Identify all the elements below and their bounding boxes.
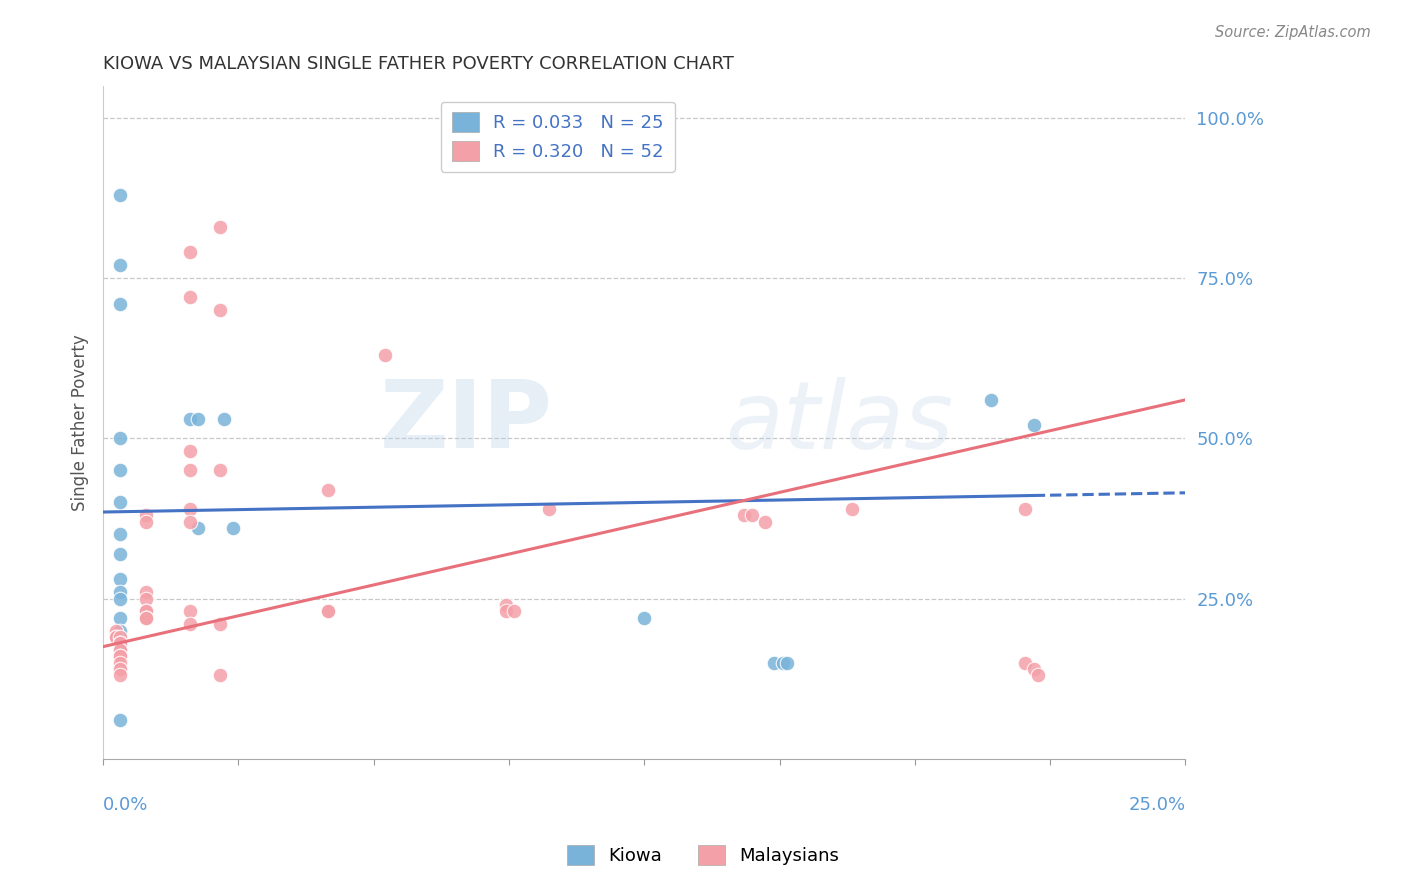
Legend: R = 0.033   N = 25, R = 0.320   N = 52: R = 0.033 N = 25, R = 0.320 N = 52 (441, 102, 675, 172)
Text: atlas: atlas (725, 376, 953, 467)
Point (105, 624, 128, 638)
Point (179, 463, 201, 477)
Point (110, 611, 132, 625)
Point (135, 604, 157, 618)
Point (179, 604, 201, 618)
Point (495, 604, 517, 618)
Y-axis label: Single Father Poverty: Single Father Poverty (72, 334, 89, 511)
Point (110, 431, 132, 445)
Point (110, 463, 132, 477)
Point (110, 187, 132, 202)
Point (110, 585, 132, 599)
Point (110, 495, 132, 509)
Point (110, 636, 132, 650)
Point (110, 591, 132, 606)
Point (733, 508, 755, 523)
Point (763, 656, 786, 670)
Text: Source: ZipAtlas.com: Source: ZipAtlas.com (1215, 25, 1371, 40)
Point (135, 611, 157, 625)
Point (222, 521, 245, 535)
Point (741, 508, 763, 523)
Point (1014, 501, 1036, 516)
Point (179, 412, 201, 426)
Point (187, 412, 209, 426)
Point (980, 392, 1002, 407)
Point (110, 656, 132, 670)
Text: 25.0%: 25.0% (1128, 796, 1185, 814)
Point (1022, 418, 1045, 433)
Point (316, 483, 339, 497)
Point (135, 611, 157, 625)
Point (179, 290, 201, 304)
Point (110, 643, 132, 657)
Point (110, 296, 132, 310)
Point (110, 643, 132, 657)
Point (214, 412, 236, 426)
Point (110, 662, 132, 676)
Point (537, 501, 560, 516)
Point (135, 604, 157, 618)
Point (187, 521, 209, 535)
Point (110, 547, 132, 561)
Point (110, 636, 132, 650)
Point (105, 630, 128, 644)
Point (110, 668, 132, 682)
Point (1026, 668, 1049, 682)
Point (110, 624, 132, 638)
Point (179, 501, 201, 516)
Point (135, 508, 157, 523)
Point (1022, 662, 1045, 676)
Point (373, 348, 395, 362)
Text: ZIP: ZIP (380, 376, 553, 468)
Point (754, 515, 776, 529)
Point (179, 617, 201, 632)
Point (208, 219, 231, 234)
Point (179, 444, 201, 458)
Point (110, 636, 132, 650)
Point (110, 649, 132, 664)
Point (179, 515, 201, 529)
Text: KIOWA VS MALAYSIAN SINGLE FATHER POVERTY CORRELATION CHART: KIOWA VS MALAYSIAN SINGLE FATHER POVERTY… (103, 55, 734, 73)
Point (135, 611, 157, 625)
Point (495, 598, 517, 612)
Point (1014, 656, 1036, 670)
Point (135, 591, 157, 606)
Point (633, 611, 655, 625)
Legend: Kiowa, Malaysians: Kiowa, Malaysians (560, 838, 846, 872)
Text: 0.0%: 0.0% (103, 796, 149, 814)
Point (110, 258, 132, 272)
Point (110, 714, 132, 728)
Point (179, 245, 201, 260)
Point (135, 585, 157, 599)
Point (316, 604, 339, 618)
Point (208, 617, 231, 632)
Point (110, 649, 132, 664)
Point (772, 656, 794, 670)
Point (776, 656, 799, 670)
Point (135, 515, 157, 529)
Point (841, 501, 863, 516)
Point (110, 527, 132, 541)
Point (208, 463, 231, 477)
Point (208, 668, 231, 682)
Point (105, 630, 128, 644)
Point (110, 630, 132, 644)
Point (316, 604, 339, 618)
Point (208, 303, 231, 318)
Point (503, 604, 526, 618)
Point (110, 572, 132, 586)
